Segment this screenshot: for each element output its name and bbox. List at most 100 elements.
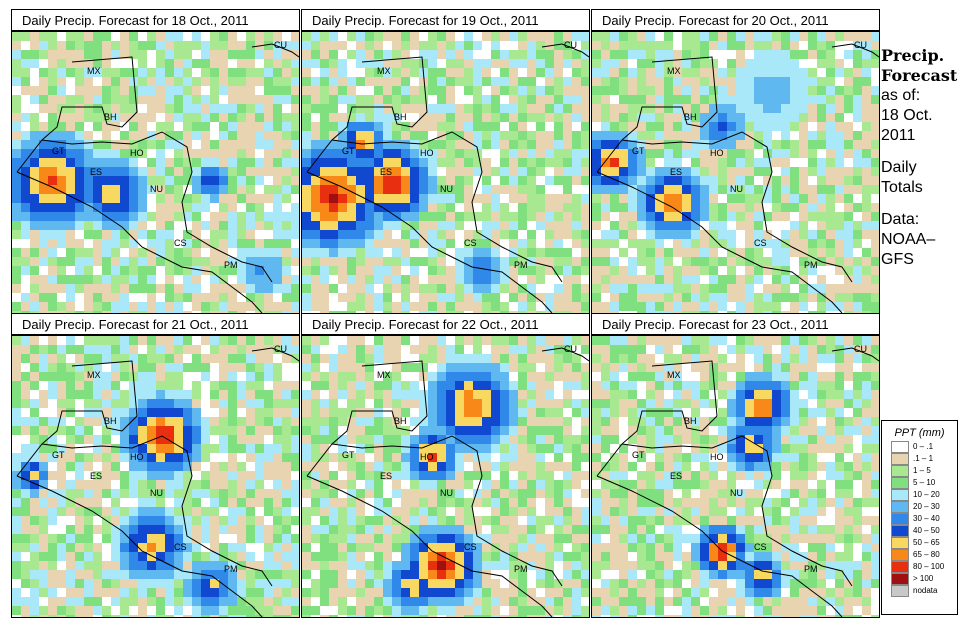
legend-label: 80 – 100 [913, 562, 945, 571]
country-label-mx: MX [667, 66, 681, 76]
country-label-pm: PM [514, 260, 528, 270]
legend-item: .1 – 1 [891, 453, 957, 465]
country-label-gt: GT [52, 450, 65, 460]
coastline [596, 360, 853, 617]
panel-title: Daily Precip. Forecast for 23 Oct., 2011 [591, 313, 880, 335]
country-label-gt: GT [632, 450, 645, 460]
country-label-nu: NU [440, 488, 453, 498]
legend-item: 50 – 65 [891, 537, 957, 549]
country-label-bh: BH [104, 112, 117, 122]
panel-title: Daily Precip. Forecast for 22 Oct., 2011 [301, 313, 590, 335]
country-label-pm: PM [514, 564, 528, 574]
legend-swatch [891, 513, 909, 525]
country-label-ho: HO [130, 148, 144, 158]
country-label-cu: CU [274, 40, 287, 50]
country-label-es: ES [380, 167, 392, 177]
country-label-gt: GT [632, 146, 645, 156]
legend-swatch [891, 549, 909, 561]
legend-label: 65 – 80 [913, 550, 940, 559]
country-label-es: ES [670, 167, 682, 177]
legend-label: 30 – 40 [913, 514, 940, 523]
legend-item: 80 – 100 [891, 561, 957, 573]
country-label-bh: BH [684, 416, 697, 426]
as-of-date: 18 Oct. [881, 107, 933, 124]
data-source-line1: Data: [881, 211, 920, 228]
country-label-pm: PM [224, 260, 238, 270]
coastline [596, 56, 853, 313]
country-label-es: ES [90, 471, 102, 481]
country-label-mx: MX [667, 370, 681, 380]
legend-swatch [891, 573, 909, 585]
country-label-nu: NU [730, 488, 743, 498]
sidebar-title-line1: Precip. [881, 46, 945, 65]
cuba-coastline [831, 347, 879, 362]
forecast-info: Precip. Forecast as of: 18 Oct. 2011 Dai… [881, 46, 967, 270]
country-label-mx: MX [377, 370, 391, 380]
country-label-ho: HO [130, 452, 144, 462]
legend-swatch [891, 501, 909, 513]
legend-item: 30 – 40 [891, 513, 957, 525]
totals-label-line1: Daily [881, 159, 917, 176]
country-label-mx: MX [377, 66, 391, 76]
country-label-nu: NU [150, 184, 163, 194]
country-label-bh: BH [394, 416, 407, 426]
as-of-year: 2011 [881, 127, 916, 144]
legend-label: .1 – 1 [913, 454, 934, 463]
country-label-cs: CS [754, 542, 767, 552]
panel-title: Daily Precip. Forecast for 20 Oct., 2011 [591, 9, 880, 31]
country-label-pm: PM [804, 260, 818, 270]
country-label-cu: CU [564, 344, 577, 354]
country-label-cs: CS [174, 238, 187, 248]
coastline [16, 56, 273, 313]
legend-label: 50 – 65 [913, 538, 940, 547]
forecast-panel-oct22: Daily Precip. Forecast for 22 Oct., 2011… [301, 313, 590, 618]
legend-label: > 100 [913, 574, 934, 583]
country-label-nu: NU [730, 184, 743, 194]
legend-item: 1 – 5 [891, 465, 957, 477]
precip-map: MX BH GT HO ES NU CS PM CU [591, 31, 880, 314]
cuba-coastline [831, 43, 879, 58]
legend-swatch [891, 489, 909, 501]
country-label-cu: CU [854, 344, 867, 354]
country-label-gt: GT [52, 146, 65, 156]
country-label-es: ES [380, 471, 392, 481]
country-label-mx: MX [87, 66, 101, 76]
panel-title: Daily Precip. Forecast for 21 Oct., 2011 [11, 313, 300, 335]
legend-label: 0 – .1 [913, 442, 934, 451]
country-label-pm: PM [224, 564, 238, 574]
precip-map: MX BH GT HO ES NU CS PM CU [591, 335, 880, 618]
country-label-ho: HO [420, 148, 434, 158]
forecast-panel-oct18: Daily Precip. Forecast for 18 Oct., 2011… [11, 9, 300, 314]
legend-swatch [891, 585, 909, 597]
country-label-ho: HO [710, 452, 724, 462]
legend-item: 0 – .1 [891, 441, 957, 453]
coastline [306, 56, 563, 313]
cuba-coastline [541, 43, 589, 58]
precip-map: MX BH GT HO ES NU CS PM CU [301, 335, 590, 618]
legend-label: nodata [913, 586, 938, 595]
legend-swatch [891, 561, 909, 573]
precip-map: MX BH GT HO ES NU CS PM CU [301, 31, 590, 314]
legend-item: 20 – 30 [891, 501, 957, 513]
legend-label: 10 – 20 [913, 490, 940, 499]
legend-label: 20 – 30 [913, 502, 940, 511]
country-label-bh: BH [104, 416, 117, 426]
country-label-es: ES [90, 167, 102, 177]
legend-swatch [891, 477, 909, 489]
cuba-coastline [251, 43, 299, 58]
country-label-es: ES [670, 471, 682, 481]
country-label-bh: BH [394, 112, 407, 122]
country-label-gt: GT [342, 450, 355, 460]
country-label-pm: PM [804, 564, 818, 574]
legend-label: 5 – 10 [913, 478, 936, 487]
country-label-ho: HO [710, 148, 724, 158]
legend-swatch [891, 453, 909, 465]
country-label-cs: CS [754, 238, 767, 248]
legend-item: 10 – 20 [891, 489, 957, 501]
data-source-line2: NOAA– [881, 231, 936, 248]
legend-swatch [891, 537, 909, 549]
country-label-gt: GT [342, 146, 355, 156]
panel-title: Daily Precip. Forecast for 19 Oct., 2011 [301, 9, 590, 31]
legend-swatch [891, 441, 909, 453]
country-label-cs: CS [464, 238, 477, 248]
